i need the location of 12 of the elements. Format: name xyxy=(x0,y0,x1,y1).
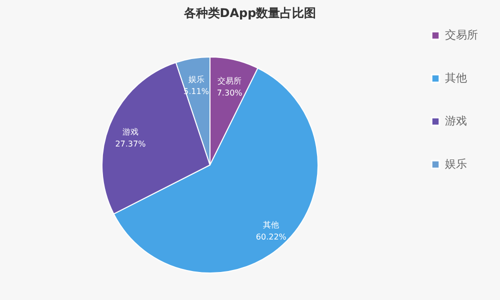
data-label: 27.37% xyxy=(115,139,146,148)
slice-label: 交易所 xyxy=(218,76,242,86)
legend-label: 其他 xyxy=(445,72,467,84)
slice-label: 其他 xyxy=(263,220,280,230)
slice-label: 娱乐 xyxy=(188,75,204,84)
data-label: 7.30% xyxy=(216,88,243,98)
chart-title: 各种类DApp数量占比图 xyxy=(182,6,316,20)
legend-label: 游戏 xyxy=(445,114,467,128)
slice-label: 游戏 xyxy=(122,127,138,136)
legend-label: 交易所 xyxy=(445,28,478,42)
data-label: 60.22% xyxy=(256,232,287,242)
legend-label: 娱乐 xyxy=(445,158,467,170)
